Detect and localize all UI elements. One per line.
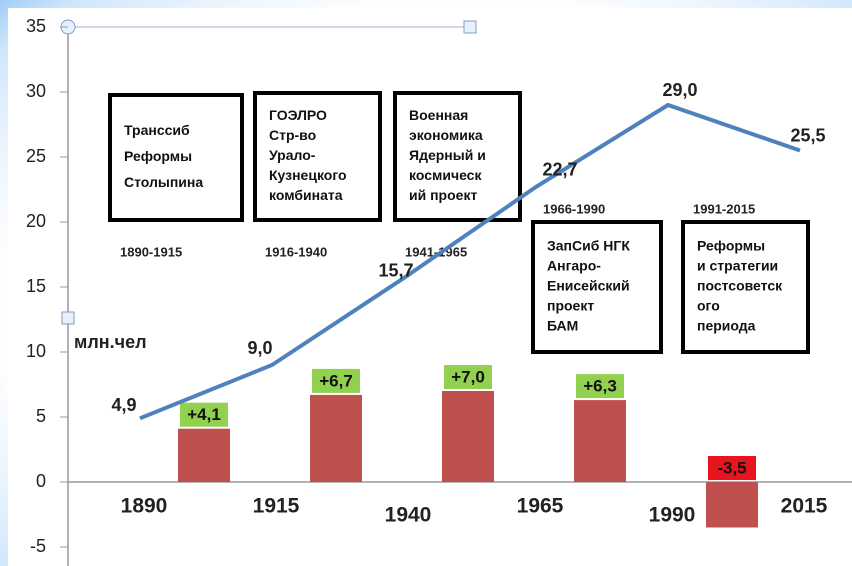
bar-label-bg	[576, 374, 624, 399]
bar-value-label: -3,5	[717, 458, 746, 477]
annotation-period: 1966-1990	[543, 201, 605, 216]
y-tick-label: 15	[26, 276, 46, 296]
annotation-text: Реформы	[697, 238, 765, 254]
x-tick-label: 1890	[121, 495, 168, 518]
line-value-label: 25,5	[790, 125, 825, 145]
bar-label-bg	[708, 456, 756, 480]
line	[139, 102, 801, 421]
annotation-box	[253, 91, 382, 222]
annotation-text: Военная	[409, 107, 468, 123]
line-value-label: 29,0	[662, 80, 697, 100]
annotation-box	[531, 220, 663, 354]
annotation-text: ого	[697, 298, 720, 314]
annotation-period: 1916-1940	[265, 244, 327, 259]
annotation-text: Енисейский	[547, 278, 630, 294]
y-tick-label: 35	[26, 16, 46, 36]
handle	[61, 311, 75, 325]
annotation-text: Урало-	[269, 147, 316, 163]
y-tick-label: 25	[26, 146, 46, 166]
x-tick-label: 1915	[253, 495, 300, 518]
annotation-text: ГОЭЛРО	[269, 107, 327, 123]
x-tick-label: 2015	[781, 495, 828, 518]
annotation-text: БАМ	[547, 318, 578, 334]
bar	[178, 428, 230, 482]
annotation-text: ий проект	[409, 187, 477, 203]
annotation-text: комбината	[269, 187, 343, 203]
bar-value-label: +6,7	[319, 371, 353, 390]
annotation-text: экономика	[409, 127, 483, 143]
handle	[463, 20, 477, 34]
annotation-text: космическ	[409, 167, 482, 183]
y-tick-label: 20	[26, 211, 46, 231]
bar-label-bg	[180, 402, 228, 427]
bar-value-label: +7,0	[451, 367, 485, 386]
bar-label-bg	[312, 368, 360, 393]
y-tick-label: 10	[26, 341, 46, 361]
x-tick-label: 1965	[517, 495, 564, 518]
annotation-text: Кузнецкого	[269, 167, 347, 183]
y-tick-label: 30	[26, 81, 46, 101]
annotation-text: Транссиб	[124, 122, 190, 138]
annotation-text: Реформы	[124, 148, 192, 164]
bar	[442, 391, 494, 482]
annotation-box	[393, 91, 522, 222]
annotation-text: периода	[697, 318, 756, 334]
y-tick-label: -5	[30, 536, 46, 556]
annotation-text: Ядерный и	[409, 147, 486, 163]
bar-value-label: +6,3	[583, 377, 617, 396]
x-tick-label: 1990	[649, 504, 696, 527]
bar-value-label: +4,1	[187, 405, 221, 424]
annotation-text: постсоветск	[697, 278, 783, 294]
annotation-box	[681, 220, 810, 354]
y-axis-label: млн.чел	[74, 332, 147, 352]
line-value-label: 22,7	[542, 160, 577, 180]
annotation-period: 1991-2015	[693, 201, 755, 216]
annotation-period: 1890-1915	[120, 244, 182, 259]
annotation-text: Столыпина	[124, 174, 203, 190]
x-tick-label: 1940	[385, 504, 432, 527]
annotation-text: и стратегии	[697, 258, 778, 274]
bar	[706, 482, 758, 528]
annotation-period: 1941-1965	[405, 244, 467, 259]
bar	[310, 394, 362, 482]
annotation-text: Стр-во	[269, 127, 316, 143]
bar	[574, 400, 626, 482]
annotation-text: проект	[547, 298, 594, 314]
line-value-label: 9,0	[247, 338, 272, 358]
annotation-box	[108, 93, 244, 222]
line-value-label: 15,7	[378, 261, 413, 281]
line-value-label: 4,9	[111, 395, 136, 415]
annotation-text: Ангаро-	[547, 258, 601, 274]
bar-label-bg	[444, 365, 492, 389]
y-tick-label: 0	[36, 471, 46, 491]
annotation-text: ЗапСиб НГК	[547, 238, 630, 254]
y-tick-label: 5	[36, 406, 46, 426]
